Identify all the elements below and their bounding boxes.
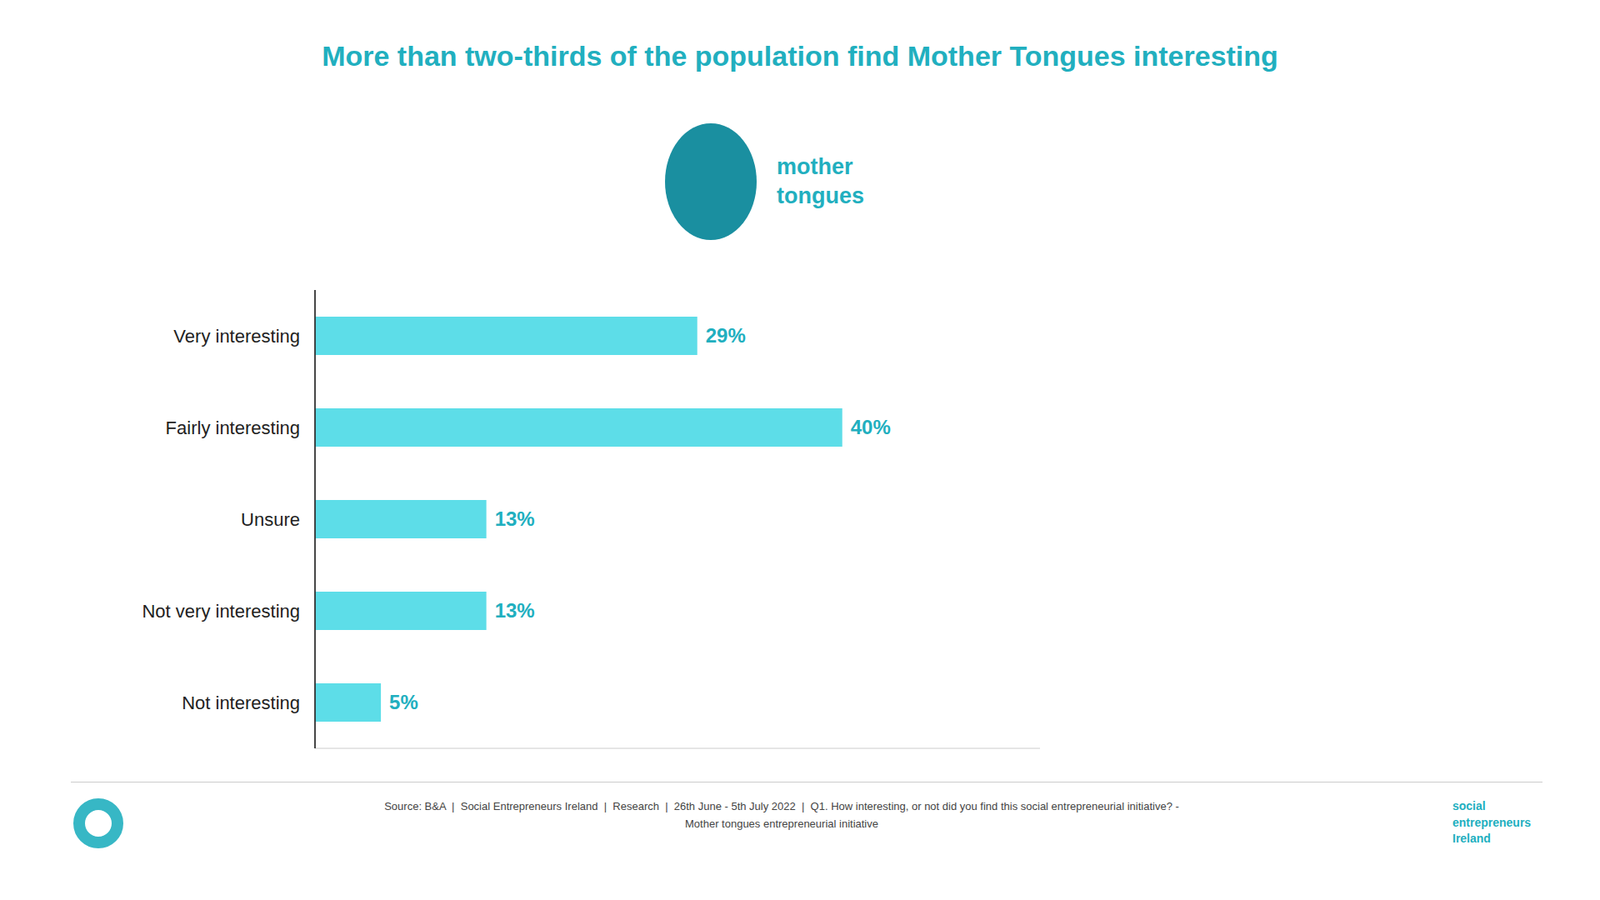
html-text:Mother tongues entrepreneurial: Mother tongues entrepreneurial initiativ… <box>685 817 879 830</box>
svg-text:29%: 29% <box>705 324 746 347</box>
html-text:tongues: tongues <box>776 183 865 209</box>
svg-text:Fairly interesting: Fairly interesting <box>165 417 300 439</box>
html-text:social: social <box>1452 799 1486 813</box>
svg-text:Unsure: Unsure <box>240 509 300 530</box>
svg-text:Not very interesting: Not very interesting <box>141 600 300 622</box>
svg-text:Very interesting: Very interesting <box>173 325 300 347</box>
html-text:More than two-thirds of the po: More than two-thirds of the population f… <box>321 40 1279 72</box>
svg-text:40%: 40% <box>850 415 891 439</box>
html-text:entrepreneurs: entrepreneurs <box>1452 815 1531 829</box>
svg-text:Not interesting: Not interesting <box>181 692 300 714</box>
html-text:mother: mother <box>776 154 853 180</box>
html-text:Ireland: Ireland <box>1452 831 1491 846</box>
svg-text:13%: 13% <box>495 599 535 622</box>
html-text:Source: B&A | Social Entrepren: Source: B&A | Social Entrepreneurs Irela… <box>384 800 1179 813</box>
svg-text:13%: 13% <box>495 507 535 530</box>
svg-text:5%: 5% <box>389 690 419 714</box>
